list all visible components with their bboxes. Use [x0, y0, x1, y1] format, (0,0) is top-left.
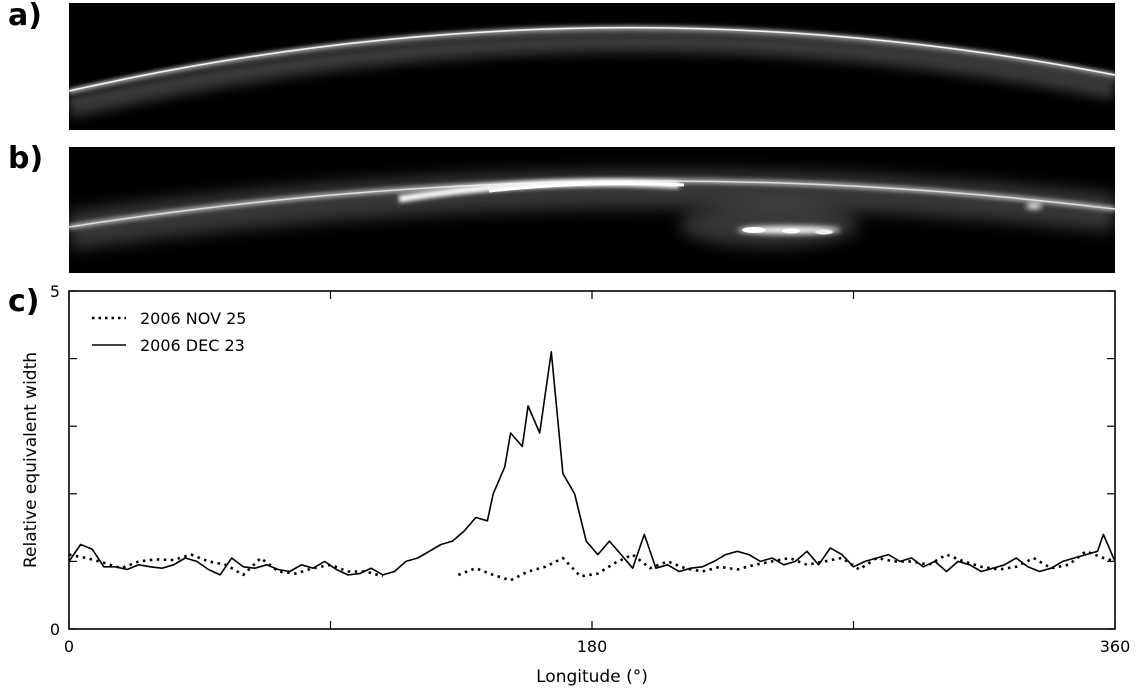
- series-line-dec23-segment-0: [68, 350, 1116, 576]
- axis-ticks: [68, 290, 1116, 630]
- x-tick-label-0: 0: [64, 637, 74, 656]
- series-line-nov25-segment-1: [457, 549, 1116, 582]
- y-tick-label-5: 5: [50, 282, 60, 301]
- panel-a-label: a): [8, 0, 42, 33]
- legend: 2006 NOV 25 2006 DEC 23: [92, 309, 246, 355]
- x-axis-title: Longitude (°): [536, 667, 648, 687]
- ring-image-panel-b: [69, 147, 1115, 273]
- ring-image-panel-a: [69, 3, 1115, 130]
- panel-b-label: b): [8, 141, 44, 176]
- y-axis-title: Relative equivalent width: [21, 352, 41, 568]
- legend-label-dec23: 2006 DEC 23: [140, 336, 245, 355]
- series-layer: [68, 350, 1116, 582]
- series-line-nov25-segment-0: [68, 553, 384, 578]
- panel-c-label: c): [8, 284, 40, 319]
- x-tick-label-180: 180: [577, 637, 608, 656]
- x-tick-label-360: 360: [1100, 637, 1131, 656]
- y-tick-label-0: 0: [50, 620, 60, 639]
- legend-label-nov25: 2006 NOV 25: [140, 309, 246, 328]
